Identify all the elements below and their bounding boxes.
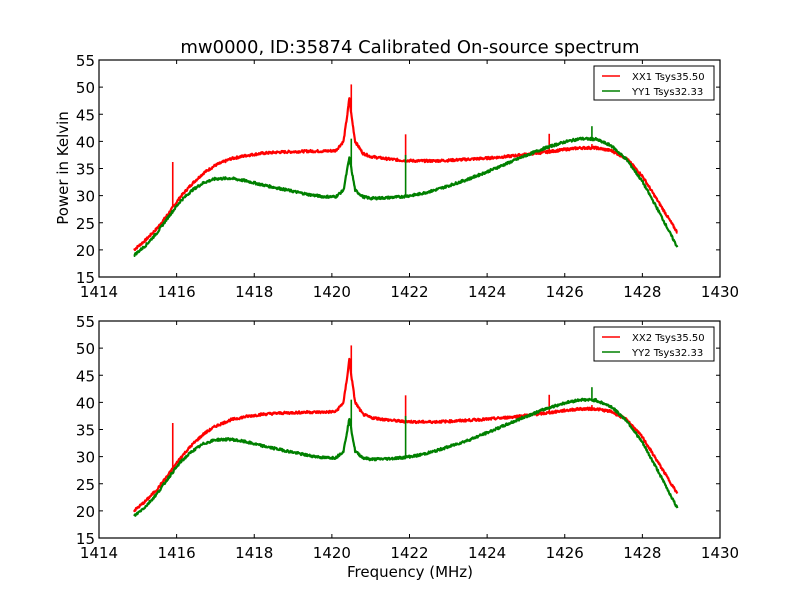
top-plot: 1414 1416 1418 1420 1422 1424 1426 1428 1430 15 20… — [76, 52, 739, 301]
x-tick-label: 1422 — [390, 283, 428, 301]
legend-label: XX1 Tsys35.50 — [632, 72, 705, 83]
legend-box — [593, 326, 715, 362]
bottom-plot: 1414 1416 1418 1420 1422 1424 1426 1428 1430 15 20… — [76, 313, 739, 562]
y-tick-label: 55 — [76, 52, 95, 70]
chart-title: mw0000, ID:35874 Calibrated On-source sp… — [180, 37, 639, 58]
y-tick-label: 35 — [76, 422, 95, 440]
x-tick-label: 1426 — [546, 283, 584, 301]
y-tick-label: 20 — [76, 242, 95, 260]
x-tick-label: 1420 — [313, 544, 351, 562]
y-tick-label: 45 — [76, 367, 95, 385]
y-tick-label: 25 — [76, 215, 95, 233]
y-tick-label: 30 — [76, 449, 95, 467]
y-tick-label: 50 — [76, 340, 95, 358]
x-tick-label: 1414 — [80, 544, 118, 562]
x-tick-label: 1428 — [623, 544, 661, 562]
legend-box — [593, 65, 715, 101]
x-tick-label: 1416 — [158, 544, 196, 562]
x-tick-label: 1418 — [235, 283, 273, 301]
legend: XX2 Tsys35.50 YY2 Tsys32.33 — [593, 326, 715, 362]
x-tick-label: 1430 — [701, 544, 739, 562]
y-tick-label: 50 — [76, 79, 95, 97]
y-axis-label: Power in Kelvin — [54, 111, 72, 225]
y-tick-label: 55 — [76, 313, 95, 331]
y-tick-label: 15 — [76, 269, 95, 287]
x-tick-label: 1424 — [468, 544, 506, 562]
legend-label: YY1 Tsys32.33 — [631, 87, 703, 98]
series-line-yy1 — [133, 136, 679, 258]
legend: XX1 Tsys35.50 YY1 Tsys32.33 — [593, 65, 715, 101]
x-tick-label: 1428 — [623, 283, 661, 301]
y-tick-label: 25 — [76, 476, 95, 494]
x-tick-label: 1420 — [313, 283, 351, 301]
y-tick-label: 20 — [76, 503, 95, 521]
y-tick-label: 35 — [76, 161, 95, 179]
x-tick-label: 1418 — [235, 544, 273, 562]
legend-label: YY2 Tsys32.33 — [631, 348, 703, 359]
x-tick-label: 1414 — [80, 283, 118, 301]
x-tick-label: 1416 — [158, 283, 196, 301]
y-tick-label: 40 — [76, 133, 95, 151]
y-tick-label: 15 — [76, 530, 95, 548]
x-tick-label: 1426 — [546, 544, 584, 562]
y-tick-label: 40 — [76, 394, 95, 412]
y-tick-label: 30 — [76, 188, 95, 206]
x-tick-label: 1430 — [701, 283, 739, 301]
x-tick-label: 1422 — [390, 544, 428, 562]
x-axis-label: Frequency (MHz) — [347, 563, 473, 581]
x-tick-label: 1424 — [468, 283, 506, 301]
y-tick-label: 45 — [76, 106, 95, 124]
legend-label: XX2 Tsys35.50 — [632, 333, 705, 344]
